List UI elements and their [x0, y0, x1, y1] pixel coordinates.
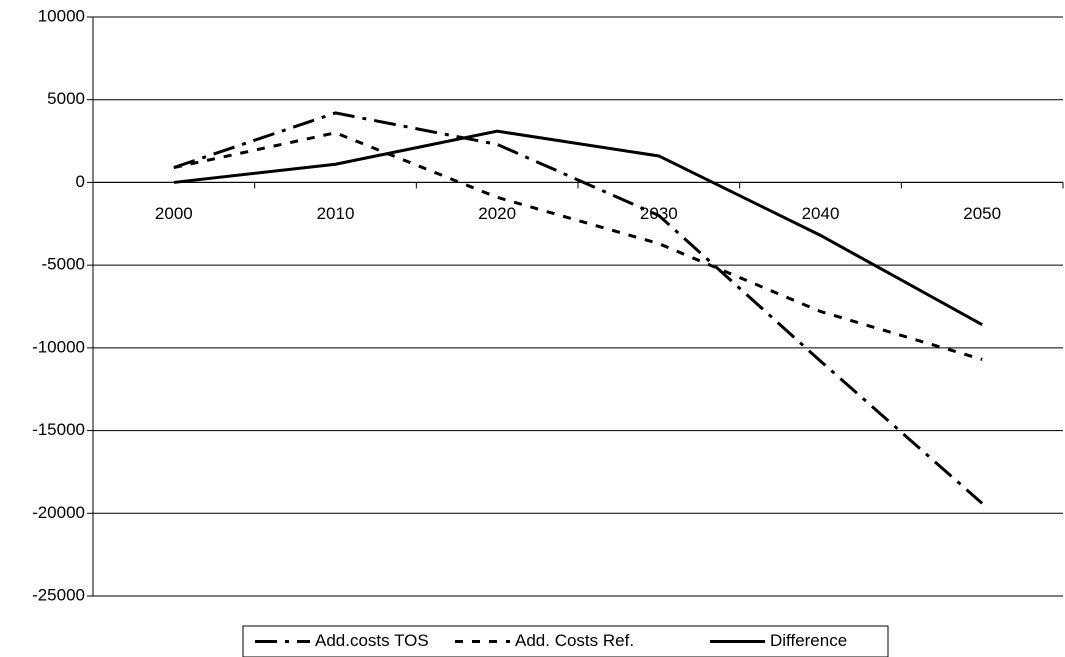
- x-tick-label: 2020: [478, 204, 516, 223]
- x-tick-label: 2030: [640, 204, 678, 223]
- y-tick-label: 10000: [38, 6, 85, 25]
- legend-label: Add.costs TOS: [315, 631, 429, 650]
- legend-box: [242, 625, 889, 657]
- y-tick-label: -5000: [42, 255, 85, 274]
- x-tick-label: 2010: [317, 204, 355, 223]
- series-line: [173, 129, 983, 327]
- y-tick-label: 5000: [47, 89, 85, 108]
- y-tick-label: -15000: [32, 420, 85, 439]
- y-tick-label: -25000: [32, 585, 85, 604]
- series-line: [173, 131, 983, 361]
- y-tick-label: 0: [76, 172, 85, 191]
- legend-label: Difference: [770, 631, 847, 650]
- x-tick-label: 2040: [802, 204, 840, 223]
- y-tick-label: -10000: [32, 337, 85, 356]
- series-line: [173, 111, 984, 505]
- x-tick-label: 2050: [963, 204, 1001, 223]
- legend-label: Add. Costs Ref.: [515, 631, 634, 650]
- x-tick-label: 2000: [155, 204, 193, 223]
- y-tick-label: -20000: [32, 503, 85, 522]
